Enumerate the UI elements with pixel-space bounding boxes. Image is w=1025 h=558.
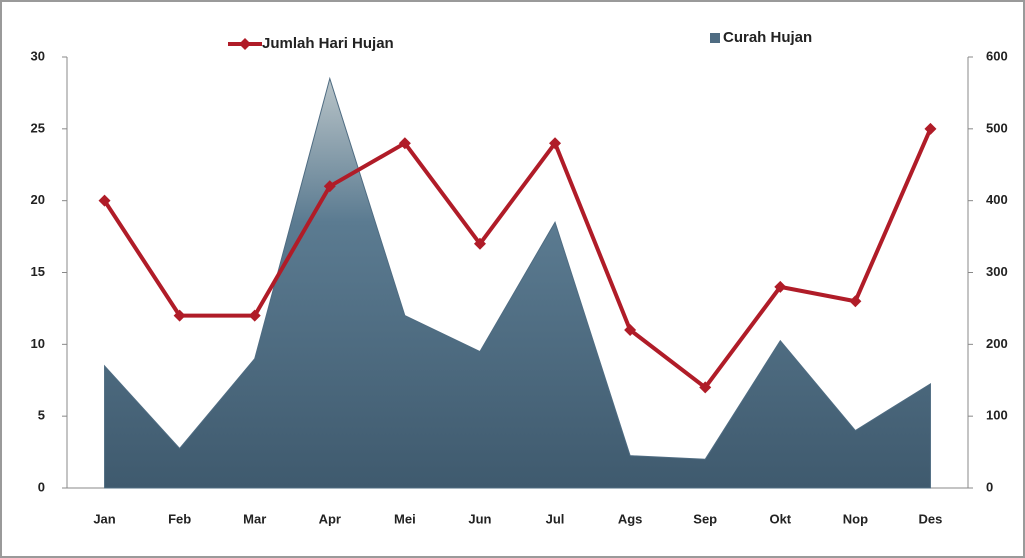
x-tick-label: Ags: [618, 511, 643, 526]
marker: [473, 237, 486, 250]
x-tick-label: Jan: [93, 511, 115, 526]
y2-tick-label: 600: [986, 48, 1008, 63]
marker: [98, 194, 111, 207]
legend-label: Curah Hujan: [723, 29, 812, 46]
y2-tick-label: 100: [986, 408, 1008, 423]
marker: [699, 381, 712, 394]
y-tick-label: 0: [38, 479, 45, 494]
marker: [549, 137, 562, 150]
marker: [173, 309, 186, 322]
x-tick-label: Mar: [243, 511, 266, 526]
x-tick-label: Nop: [843, 511, 868, 526]
marker: [624, 323, 637, 336]
y2-tick-label: 200: [986, 336, 1008, 351]
y-tick-label: 20: [31, 192, 45, 207]
y2-tick-label: 0: [986, 479, 993, 494]
line: [102, 128, 933, 390]
x-tick-label: Feb: [168, 511, 191, 526]
x-tick-label: Okt: [769, 511, 791, 526]
marker: [774, 280, 787, 293]
marker: [248, 309, 261, 322]
y-tick-label: 15: [31, 264, 45, 279]
marker: [398, 137, 411, 150]
y2-tick-label: 300: [986, 264, 1008, 279]
x-tick-label: Des: [919, 511, 943, 526]
x-tick-label: Jun: [468, 511, 491, 526]
y-tick-label: 10: [31, 336, 45, 351]
legend-marker: [239, 38, 251, 50]
x-tick-label: Jul: [546, 511, 565, 526]
y2-tick-label: 500: [986, 120, 1008, 135]
x-tick-label: Apr: [319, 511, 341, 526]
x-tick-label: Sep: [693, 511, 717, 526]
area: [104, 76, 931, 489]
y-tick-label: 5: [38, 408, 45, 423]
y-tick-label: 25: [31, 120, 45, 135]
x-tick-label: Mei: [394, 511, 416, 526]
marker: [924, 122, 937, 135]
legend-label: Jumlah Hari Hujan: [262, 35, 394, 52]
marker: [323, 180, 336, 193]
legend-swatch: [710, 33, 720, 43]
y-tick-label: 30: [31, 48, 45, 63]
y2-tick-label: 400: [986, 192, 1008, 207]
marker: [849, 295, 862, 308]
